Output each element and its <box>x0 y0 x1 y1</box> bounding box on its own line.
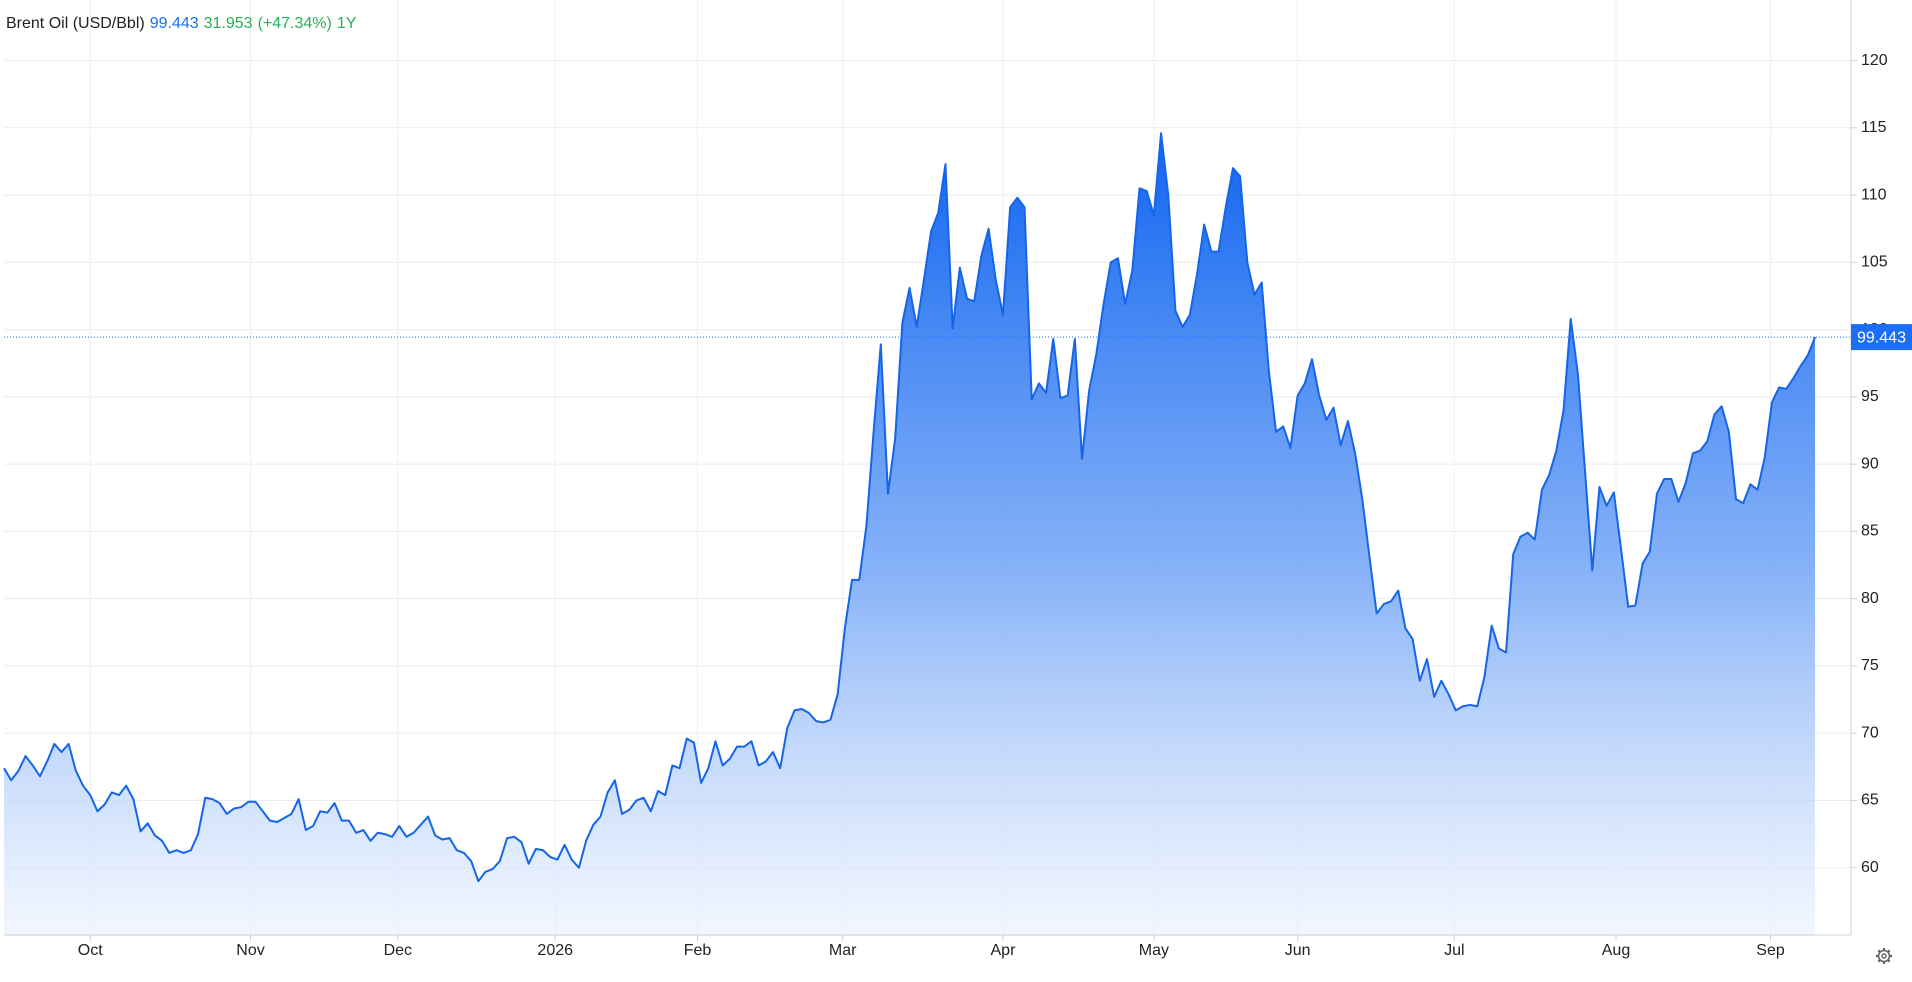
axes: 6065707580859095100105110115120OctNovDec… <box>4 0 1912 959</box>
y-tick-label: 70 <box>1861 724 1879 741</box>
y-tick-label: 85 <box>1861 523 1879 540</box>
period: 1Y <box>337 15 357 32</box>
x-tick-label: Oct <box>78 942 103 959</box>
gear-ring <box>1877 949 1891 963</box>
y-tick-label: 75 <box>1861 657 1879 674</box>
last-price: 99.443 <box>150 15 199 32</box>
area-fill <box>4 133 1816 935</box>
y-tick-label: 95 <box>1861 388 1879 405</box>
chart-title: Brent Oil (USD/Bbl) <box>6 15 145 32</box>
x-tick-label: 2026 <box>537 942 573 959</box>
last-price-tag-label: 99.443 <box>1857 329 1906 346</box>
x-tick-label: Sep <box>1756 942 1785 959</box>
gear-hub <box>1881 953 1887 959</box>
y-tick-label: 80 <box>1861 590 1879 607</box>
y-tick-label: 110 <box>1861 186 1887 203</box>
y-tick-label: 65 <box>1861 792 1879 809</box>
x-tick-label: Mar <box>829 942 857 959</box>
y-tick-label: 90 <box>1861 455 1879 472</box>
price-change-percent: (+47.34%) <box>258 15 332 32</box>
x-tick-label: Apr <box>991 942 1017 959</box>
price-change: 31.953 <box>204 15 253 32</box>
gear-teeth <box>1876 948 1892 964</box>
y-tick-label: 115 <box>1861 119 1887 136</box>
y-tick-label: 60 <box>1861 859 1879 876</box>
x-tick-label: Dec <box>384 942 412 959</box>
settings-icon[interactable] <box>1876 948 1892 964</box>
x-tick-label: Nov <box>236 942 264 959</box>
y-tick-label: 120 <box>1861 52 1888 69</box>
y-tick-label: 105 <box>1861 254 1888 271</box>
last-price-tag <box>1851 324 1912 351</box>
plot <box>3 132 1851 935</box>
price-line <box>3 132 1816 883</box>
x-tick-label: May <box>1139 942 1169 959</box>
x-tick-label: Aug <box>1602 942 1630 959</box>
x-tick-label: Jun <box>1285 942 1311 959</box>
x-tick-label: Feb <box>684 942 712 959</box>
x-tick-label: Jul <box>1444 942 1464 959</box>
